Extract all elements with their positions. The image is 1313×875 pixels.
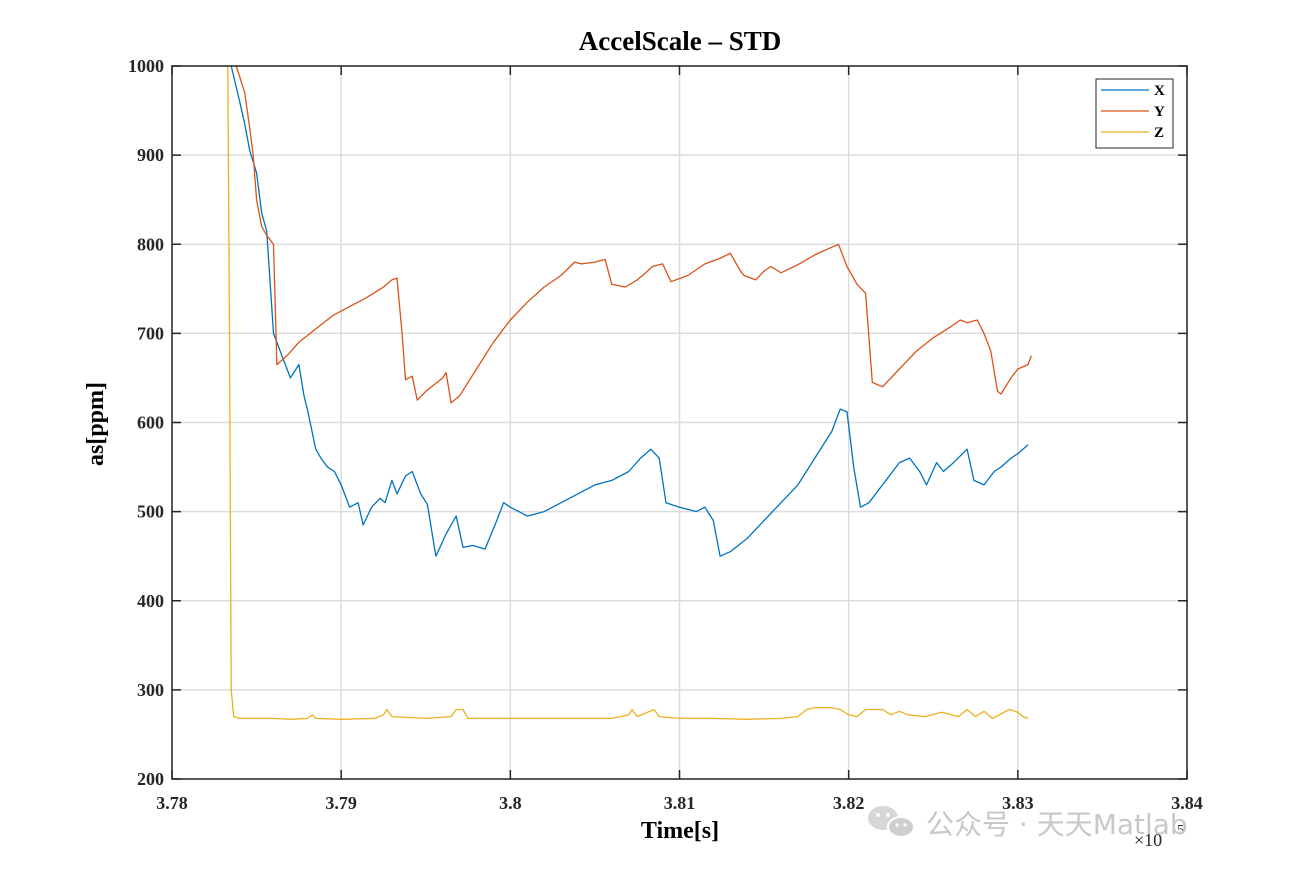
legend-label-y: Y — [1154, 104, 1165, 120]
x-axis-exponent: ×10 5 — [1134, 823, 1184, 850]
watermark: 公众号 · 天天Matlab — [868, 806, 1188, 841]
legend: XYZ — [1095, 78, 1174, 149]
y-tick-label: 400 — [137, 591, 164, 611]
y-tick-label: 200 — [137, 769, 164, 789]
x-tick-label: 3.83 — [1002, 793, 1034, 813]
x-tick-label: 3.79 — [325, 793, 357, 813]
watermark-text: 公众号 · 天天Matlab — [926, 808, 1188, 841]
y-tick-label: 600 — [137, 413, 164, 433]
y-tick-label: 900 — [137, 145, 164, 165]
x-exponent-power: 5 — [1177, 823, 1184, 838]
series-line-z — [227, 66, 1029, 720]
series-line-x — [230, 66, 1029, 557]
series-layer — [227, 66, 1033, 720]
x-axis-label: Time[s] — [641, 818, 719, 844]
y-axis-label: as[ppm] — [83, 382, 109, 466]
series-group — [227, 66, 1033, 720]
y-tick-label: 500 — [137, 502, 164, 522]
x-tick-label: 3.8 — [499, 793, 522, 813]
chart-title: AccelScale – STD — [579, 26, 781, 56]
y-tick-label: 700 — [137, 323, 164, 343]
y-tick-label: 800 — [137, 234, 164, 254]
y-tick-label: 300 — [137, 680, 164, 700]
y-tick-label: 1000 — [128, 56, 164, 76]
wechat-icon — [868, 806, 915, 838]
x-tick-label: 3.78 — [156, 793, 188, 813]
series-line-y — [235, 66, 1033, 404]
tick-labels: 3.78 3.79 3.8 3.81 3.82 3.83 3.84 200 300 400 500 6… — [128, 56, 1203, 813]
ticks — [171, 65, 1188, 780]
x-exponent-base: ×10 — [1134, 830, 1162, 850]
x-tick-label: 3.82 — [833, 793, 865, 813]
x-tick-label: 3.84 — [1171, 793, 1203, 813]
legend-label-z: Z — [1154, 125, 1164, 141]
x-tick-label: 3.81 — [664, 793, 696, 813]
legend-label-x: X — [1154, 83, 1165, 99]
